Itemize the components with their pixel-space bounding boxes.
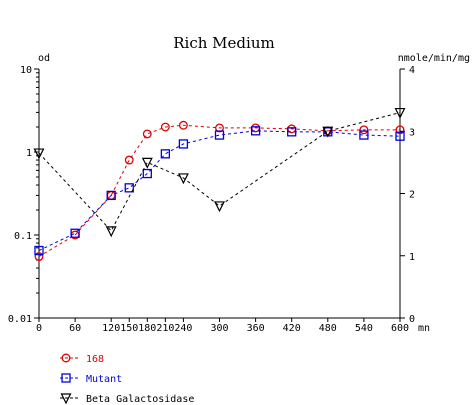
data-point [105,226,117,238]
data-point [34,252,44,261]
legend-marker [61,373,71,383]
x-tick-label: 120 [102,323,120,334]
x-tick-label: 150 [120,323,138,334]
data-point [287,127,297,137]
legend: 168 Mutant Beta Galactosidase [60,353,194,405]
data-point [142,129,152,139]
data-point [124,183,134,193]
x-tick-label: 300 [210,323,228,334]
y-right-tick-label: 1 [409,252,415,263]
data-point [34,245,44,256]
legend-label: Mutant [86,374,122,385]
x-tick-label: 180 [138,323,156,334]
data-point [250,126,261,136]
data-point [214,130,225,140]
x-tick-label: 600 [391,323,409,334]
data-point [214,201,225,213]
data-point [395,131,405,141]
data-point [178,120,188,130]
data-point [141,157,153,169]
series-line-2 [38,112,401,232]
data-point [177,173,189,185]
x-tick-label: 360 [247,323,265,334]
data-point [394,107,406,119]
series-line-0 [38,124,400,257]
x-tick-label: 240 [174,323,192,334]
data-point [142,168,152,179]
x-tick-label: 0 [36,323,42,334]
y-left-tick-label: 1 [26,148,32,159]
data-point [395,125,405,135]
x-tick-label: 210 [156,323,174,334]
y-left-tick-label: 0.1 [14,231,32,242]
data-point [359,130,369,140]
data-point [70,228,80,238]
x-tick-label: 60 [69,323,81,334]
x-tick-label: 540 [355,323,373,334]
x-tick-label: 420 [283,323,301,334]
data-point [215,123,224,133]
y-left-tick-label: 0.01 [8,314,32,325]
data-point [33,148,45,160]
series-line-1 [38,130,401,251]
y-right-unit: nmole/min/mg [398,53,470,64]
data-point [106,190,116,201]
x-tick-label: 480 [319,323,337,334]
y-left-unit: od [38,53,50,64]
y-right-tick-label: 3 [409,127,415,138]
y-left-tick-label: 10 [20,65,32,76]
data-point [322,126,334,138]
data-point [124,155,134,165]
x-unit: mn [418,323,430,334]
chart-title: Rich Medium [173,34,274,52]
data-point [160,122,170,132]
legend-label: Beta Galactosidase [86,394,194,405]
legend-marker [61,353,71,363]
legend-marker [60,393,72,405]
data-point [178,139,189,149]
legend-label: 168 [86,354,104,365]
y-right-tick-label: 0 [409,314,415,325]
data-point [160,149,171,159]
y-right-tick-label: 2 [409,190,415,201]
y-right-tick-label: 4 [409,65,415,76]
data-point [359,125,369,135]
